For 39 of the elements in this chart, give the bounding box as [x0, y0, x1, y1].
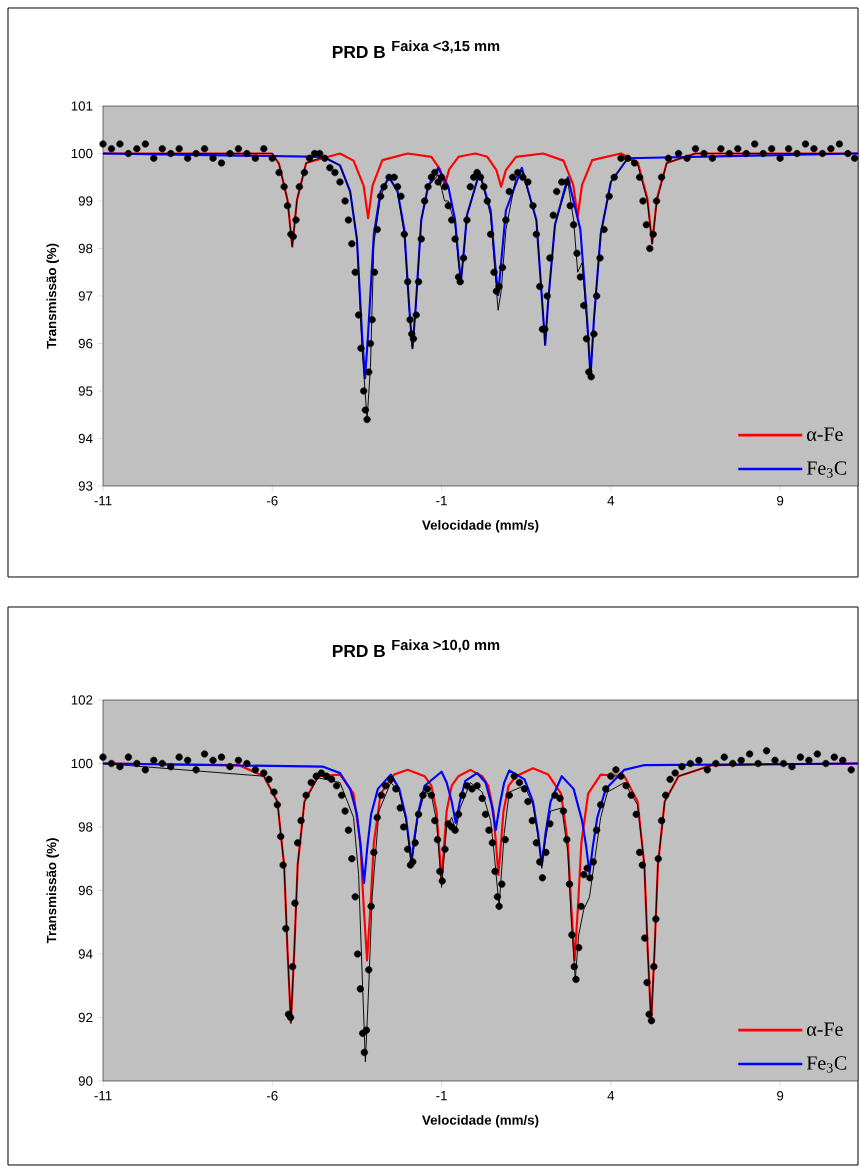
y-tick-label: 98	[78, 243, 93, 254]
x-tick-label: -6	[266, 1091, 278, 1101]
y-tick-label: 93	[78, 481, 93, 491]
x-tick-label: 4	[607, 496, 615, 506]
y-axis-title: Transmissão (%)	[46, 838, 59, 944]
x-tick-label: -1	[436, 1091, 447, 1101]
y-tick-label: 100	[71, 758, 93, 769]
y-tick-label: 100	[71, 148, 93, 159]
x-tick-label: 9	[777, 496, 784, 506]
legend-label: Fe$_{3}$C	[806, 461, 847, 478]
line-series	[103, 762, 858, 884]
chart-subtitle: Faixa >10,0 mm	[392, 639, 500, 653]
y-tick-label: 96	[78, 885, 93, 896]
legend-label: Fe$_{3}$C	[806, 1056, 847, 1073]
chart-title: PRD B	[332, 46, 385, 58]
legend-label: α-Fe	[807, 1022, 843, 1036]
y-tick-label: 95	[78, 386, 93, 396]
x-tick-label: 9	[777, 1091, 784, 1101]
x-axis-title: Velocidade (mm/s)	[422, 519, 539, 533]
y-tick-label: 97	[78, 291, 93, 301]
y-tick-label: 101	[71, 101, 93, 111]
chart-title: PRD B	[332, 645, 385, 657]
y-tick-label: 98	[78, 822, 93, 832]
x-tick-label: 4	[607, 1091, 615, 1101]
x-tick-label: -11	[94, 1091, 112, 1101]
x-tick-label: -1	[436, 496, 447, 506]
y-axis-title: Transmissão (%)	[46, 243, 59, 349]
y-tick-label: 92	[78, 1012, 93, 1023]
chart-subtitle: Faixa <3,15 mm	[392, 40, 500, 54]
y-tick-label: 96	[78, 338, 93, 349]
y-tick-label: 90	[78, 1076, 93, 1086]
y-tick-label: 99	[78, 196, 93, 206]
x-axis-title: Velocidade (mm/s)	[422, 1114, 539, 1128]
x-tick-label: -11	[94, 496, 112, 506]
x-tick-label: -6	[266, 496, 278, 506]
y-tick-label: 102	[71, 695, 93, 705]
y-tick-label: 94	[78, 433, 93, 444]
legend-label: α-Fe	[807, 427, 843, 441]
y-tick-label: 94	[78, 949, 93, 959]
